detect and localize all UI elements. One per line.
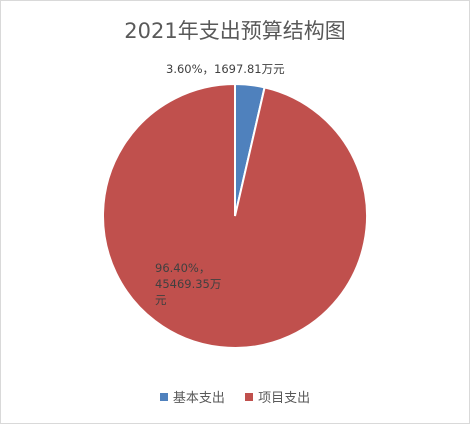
pie-labels: 3.60%，1697.81万元 96.40%， 45469.35万元: [155, 62, 285, 307]
data-label-project: 96.40%， 45469.35万元: [155, 261, 221, 307]
legend-swatch-project: [245, 393, 254, 401]
legend-swatch-basic: [159, 393, 168, 401]
pie-slices: [102, 82, 368, 349]
legend-item-project: 项目支出: [245, 387, 310, 406]
legend-item-basic: 基本支出: [159, 387, 225, 406]
pie-slice-project: [102, 82, 368, 349]
chart-title: 2021年支出预算结构图: [124, 19, 346, 43]
data-label-basic: 3.60%，1697.81万元: [166, 62, 285, 76]
legend-label-basic: 基本支出: [172, 391, 225, 406]
legend: 基本支出 项目支出: [1, 387, 469, 406]
legend-label-project: 项目支出: [258, 391, 311, 406]
